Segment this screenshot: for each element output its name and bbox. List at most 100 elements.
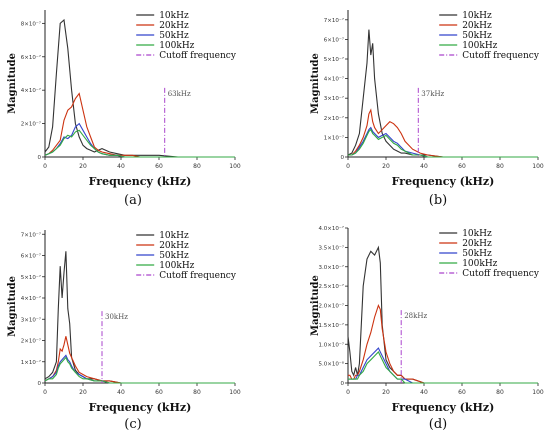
series-line-20kHz [348,108,538,158]
series-line-50kHz [44,354,235,384]
y-tick-label: 4.0×10⁻⁷ [319,225,344,232]
x-tick-label: 80 [496,389,504,396]
legend-label: 20kHz [159,241,189,251]
y-tick-label: 1.5×10⁻⁷ [319,322,344,329]
x-tick-label: 80 [193,163,201,170]
y-tick-label: 3×10⁻⁷ [21,316,41,323]
y-axis-title: Magnitude [310,275,321,336]
x-tick-label: 60 [458,389,466,396]
x-tick-label: 60 [155,389,163,396]
x-tick-label: 80 [496,163,504,170]
legend-label: 20kHz [159,21,189,31]
y-tick-label: 1×10⁻⁷ [324,134,344,141]
legend-label: 100kHz [462,41,497,51]
x-axis-title: Frequency (kHz) [392,401,495,414]
y-tick-label: 3.5×10⁻⁷ [319,244,344,251]
y-axis-title: Magnitude [7,53,18,114]
y-tick-label: 7×10⁻⁷ [21,231,41,238]
y-axis-title: Magnitude [310,53,321,114]
series-line-50kHz [44,122,235,158]
y-tick-label: 2×10⁻⁷ [324,115,344,122]
series-line-100kHz [348,351,538,384]
y-tick-label: 3.0×10⁻⁷ [319,264,344,271]
series-line-100kHz [348,128,538,158]
legend-label-cutoff: Cutoff frequency [159,271,237,281]
x-tick-label: 20 [382,163,390,170]
panel-caption: (b) [429,193,447,208]
x-tick-label: 100 [229,389,241,396]
x-tick-label: 0 [43,389,47,396]
series-line-20kHz [44,92,235,158]
y-tick-label: 8×10⁻⁷ [21,20,41,27]
cutoff-label: 63kHz [168,90,191,98]
cutoff-label: 37kHz [421,90,444,98]
legend-label: 100kHz [159,261,194,271]
y-axis-title: Magnitude [7,276,18,337]
x-tick-label: 100 [532,389,544,396]
legend-label: 10kHz [159,231,189,241]
y-tick-label: 2.5×10⁻⁷ [319,283,344,290]
legend-label-cutoff: Cutoff frequency [462,269,540,279]
legend-label: 10kHz [462,11,492,21]
cutoff-label: 30kHz [105,313,128,321]
cutoff-label: 28kHz [404,312,427,320]
legend-label-cutoff: Cutoff frequency [462,51,540,61]
series-line-50kHz [348,126,538,158]
legend-label-cutoff: Cutoff frequency [159,51,237,61]
x-tick-label: 60 [155,163,163,170]
chart-panel-2: 0 20 40 60 80 100 0 1×10⁻⁷ 2×10⁻⁷ 3×10⁻⁷ 4×10⁻⁷ 5×1… [310,10,544,208]
y-tick-label: 0 [341,155,345,161]
y-tick-label: 7×10⁻⁷ [324,17,344,24]
x-tick-label: 40 [117,389,125,396]
panel-caption: (c) [124,417,141,432]
legend-label: 50kHz [159,251,189,261]
y-tick-label: 5.0×10⁻⁸ [319,361,345,368]
legend-label: 20kHz [462,239,492,249]
series-line-20kHz [348,304,538,384]
x-tick-label: 20 [79,389,87,396]
x-axis-title: Frequency (kHz) [392,175,495,188]
x-tick-label: 40 [420,389,428,396]
y-tick-label: 2×10⁻⁷ [21,338,41,345]
x-axis-title: Frequency (kHz) [89,175,192,188]
y-tick-label: 1.0×10⁻⁷ [319,341,344,348]
x-tick-label: 20 [79,163,87,170]
series-line-100kHz [44,129,235,158]
legend-label: 50kHz [159,31,189,41]
y-tick-label: 1×10⁻⁷ [21,359,41,366]
y-tick-label: 4×10⁻⁷ [21,87,41,94]
x-tick-label: 100 [532,163,544,170]
series-line-10kHz [347,245,538,384]
panel-caption: (a) [124,193,142,208]
y-tick-label: 4×10⁻⁷ [21,295,41,302]
x-tick-label: 0 [346,389,350,396]
legend-label: 10kHz [159,11,189,21]
y-tick-label: 2.0×10⁻⁷ [319,303,344,310]
y-tick-label: 0 [38,381,42,387]
y-tick-label: 3×10⁻⁷ [324,95,344,102]
legend-label: 50kHz [462,31,492,41]
series-line-20kHz [44,336,235,384]
y-tick-label: 6×10⁻⁷ [21,54,41,61]
x-axis-title: Frequency (kHz) [89,401,192,414]
x-tick-label: 20 [382,389,390,396]
series-line-10kHz [44,18,235,158]
legend-label: 100kHz [462,259,497,269]
legend-label: 10kHz [462,229,492,239]
panel-caption: (d) [429,417,447,432]
y-tick-label: 0 [341,381,345,387]
x-tick-label: 60 [458,163,466,170]
x-tick-label: 80 [193,389,201,396]
series-line-100kHz [44,356,235,384]
x-tick-label: 40 [117,163,125,170]
x-tick-label: 0 [43,163,47,170]
y-tick-label: 2×10⁻⁷ [21,121,41,128]
chart-panel-1: 0 20 40 60 80 100 0 2×10⁻⁷ 4×10⁻⁷ 6×10⁻⁷ 8×10⁻⁷ Fre… [7,10,241,208]
y-tick-label: 4×10⁻⁷ [324,76,344,83]
legend-label: 100kHz [159,41,194,51]
y-tick-label: 6×10⁻⁷ [21,253,41,260]
legend-label: 50kHz [462,249,492,259]
y-tick-label: 5×10⁻⁷ [324,56,344,63]
y-tick-label: 0 [38,155,42,161]
